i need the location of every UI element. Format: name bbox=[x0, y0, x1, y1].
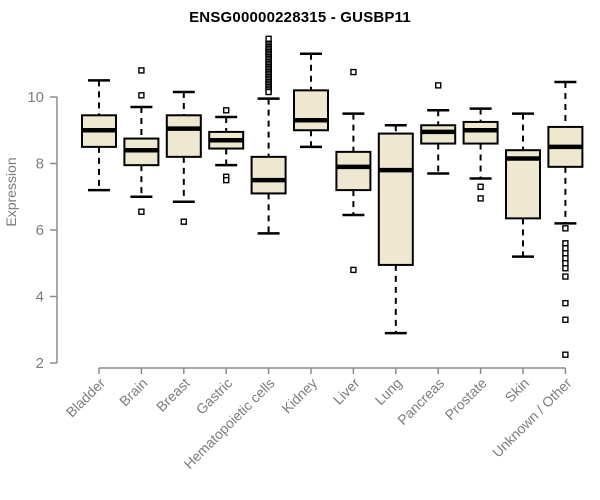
x-tick-label: Skin bbox=[502, 375, 533, 406]
chart-title: ENSG00000228315 - GUSBP11 bbox=[189, 9, 411, 26]
outlier-point bbox=[138, 67, 145, 74]
outlier-point bbox=[562, 260, 569, 267]
outlier-point bbox=[562, 299, 569, 307]
outlier-point bbox=[265, 35, 272, 43]
outlier-point bbox=[562, 245, 569, 252]
outlier-point bbox=[477, 183, 484, 190]
outlier-point bbox=[562, 273, 569, 280]
x-tick-label: Breast bbox=[153, 375, 193, 415]
outlier-point bbox=[435, 82, 442, 89]
box-unknown-other bbox=[547, 80, 584, 358]
outlier-point bbox=[477, 195, 484, 202]
box-brain bbox=[123, 67, 160, 215]
box-hematopoietic-cells bbox=[250, 35, 287, 235]
iqr-box bbox=[165, 114, 202, 158]
x-tick-label: Lung bbox=[372, 375, 405, 408]
x-tick-label: Liver bbox=[330, 375, 363, 408]
iqr-box bbox=[377, 132, 414, 266]
box-gastric bbox=[208, 107, 245, 184]
box-prostate bbox=[462, 107, 499, 202]
box-skin bbox=[505, 112, 541, 258]
x-tick-label: Pancreas bbox=[394, 375, 447, 428]
y-tick-label: 8 bbox=[36, 156, 44, 173]
outlier-point bbox=[562, 225, 569, 232]
outlier-point bbox=[265, 88, 272, 96]
outlier-point bbox=[350, 68, 357, 76]
iqr-box bbox=[250, 155, 287, 195]
outlier-point bbox=[138, 208, 145, 215]
outlier-point bbox=[562, 351, 569, 358]
y-axis-label: Expression bbox=[3, 157, 19, 226]
iqr-box bbox=[293, 89, 329, 132]
y-tick-label: 6 bbox=[36, 222, 44, 239]
outlier-point bbox=[180, 218, 188, 225]
y-tick-label: 10 bbox=[27, 89, 44, 106]
outlier-point bbox=[562, 316, 569, 323]
box-lung bbox=[377, 124, 414, 335]
box-liver bbox=[335, 68, 372, 274]
iqr-box bbox=[335, 150, 372, 192]
outlier-point bbox=[562, 265, 569, 272]
box-pancreas bbox=[420, 82, 457, 175]
x-tick-label: Bladder bbox=[63, 375, 109, 421]
outlier-point bbox=[222, 176, 230, 184]
box-breast bbox=[165, 90, 202, 225]
outlier-point bbox=[350, 266, 357, 274]
outlier-point bbox=[562, 240, 569, 247]
box-bladder bbox=[81, 79, 117, 192]
x-tick-label: Unknown / Other bbox=[489, 375, 575, 461]
y-tick-label: 4 bbox=[36, 289, 44, 306]
iqr-box bbox=[462, 120, 499, 145]
x-tick-label: Kidney bbox=[279, 375, 321, 417]
x-tick-label: Brain bbox=[116, 375, 150, 409]
iqr-box bbox=[420, 124, 457, 145]
iqr-box bbox=[505, 149, 541, 220]
outlier-point bbox=[138, 92, 145, 99]
box-kidney bbox=[293, 52, 329, 149]
y-tick-label: 2 bbox=[36, 355, 44, 372]
outlier-point bbox=[562, 255, 569, 262]
outlier-point bbox=[222, 107, 230, 114]
x-tick-label: Prostate bbox=[442, 375, 490, 423]
outlier-point bbox=[562, 250, 569, 257]
y-axis: 2 4 6 8 10 Expression bbox=[3, 89, 58, 372]
